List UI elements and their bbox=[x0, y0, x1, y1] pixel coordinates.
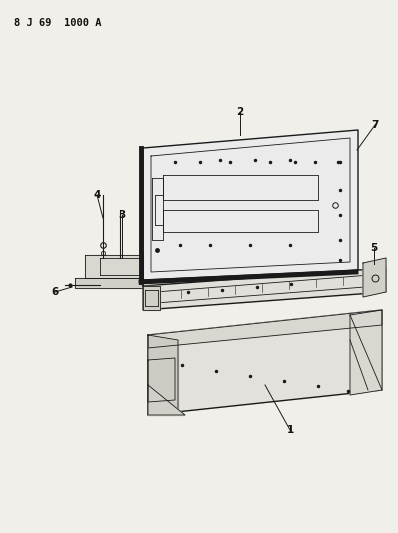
Polygon shape bbox=[148, 310, 382, 348]
Polygon shape bbox=[363, 258, 386, 297]
Text: 3: 3 bbox=[118, 210, 126, 220]
Polygon shape bbox=[148, 310, 382, 415]
Text: 1: 1 bbox=[287, 425, 294, 435]
Text: 5: 5 bbox=[371, 243, 378, 253]
Polygon shape bbox=[148, 385, 185, 415]
Polygon shape bbox=[143, 286, 160, 310]
Text: 4: 4 bbox=[93, 190, 101, 200]
Polygon shape bbox=[143, 268, 386, 310]
Text: 6: 6 bbox=[51, 287, 59, 297]
Polygon shape bbox=[350, 310, 382, 395]
Text: 2: 2 bbox=[236, 107, 244, 117]
Text: 7: 7 bbox=[371, 120, 378, 130]
Polygon shape bbox=[75, 278, 143, 288]
Text: 8 J 69  1000 A: 8 J 69 1000 A bbox=[14, 18, 101, 28]
Polygon shape bbox=[143, 130, 358, 280]
Polygon shape bbox=[85, 255, 143, 278]
Polygon shape bbox=[148, 335, 178, 415]
